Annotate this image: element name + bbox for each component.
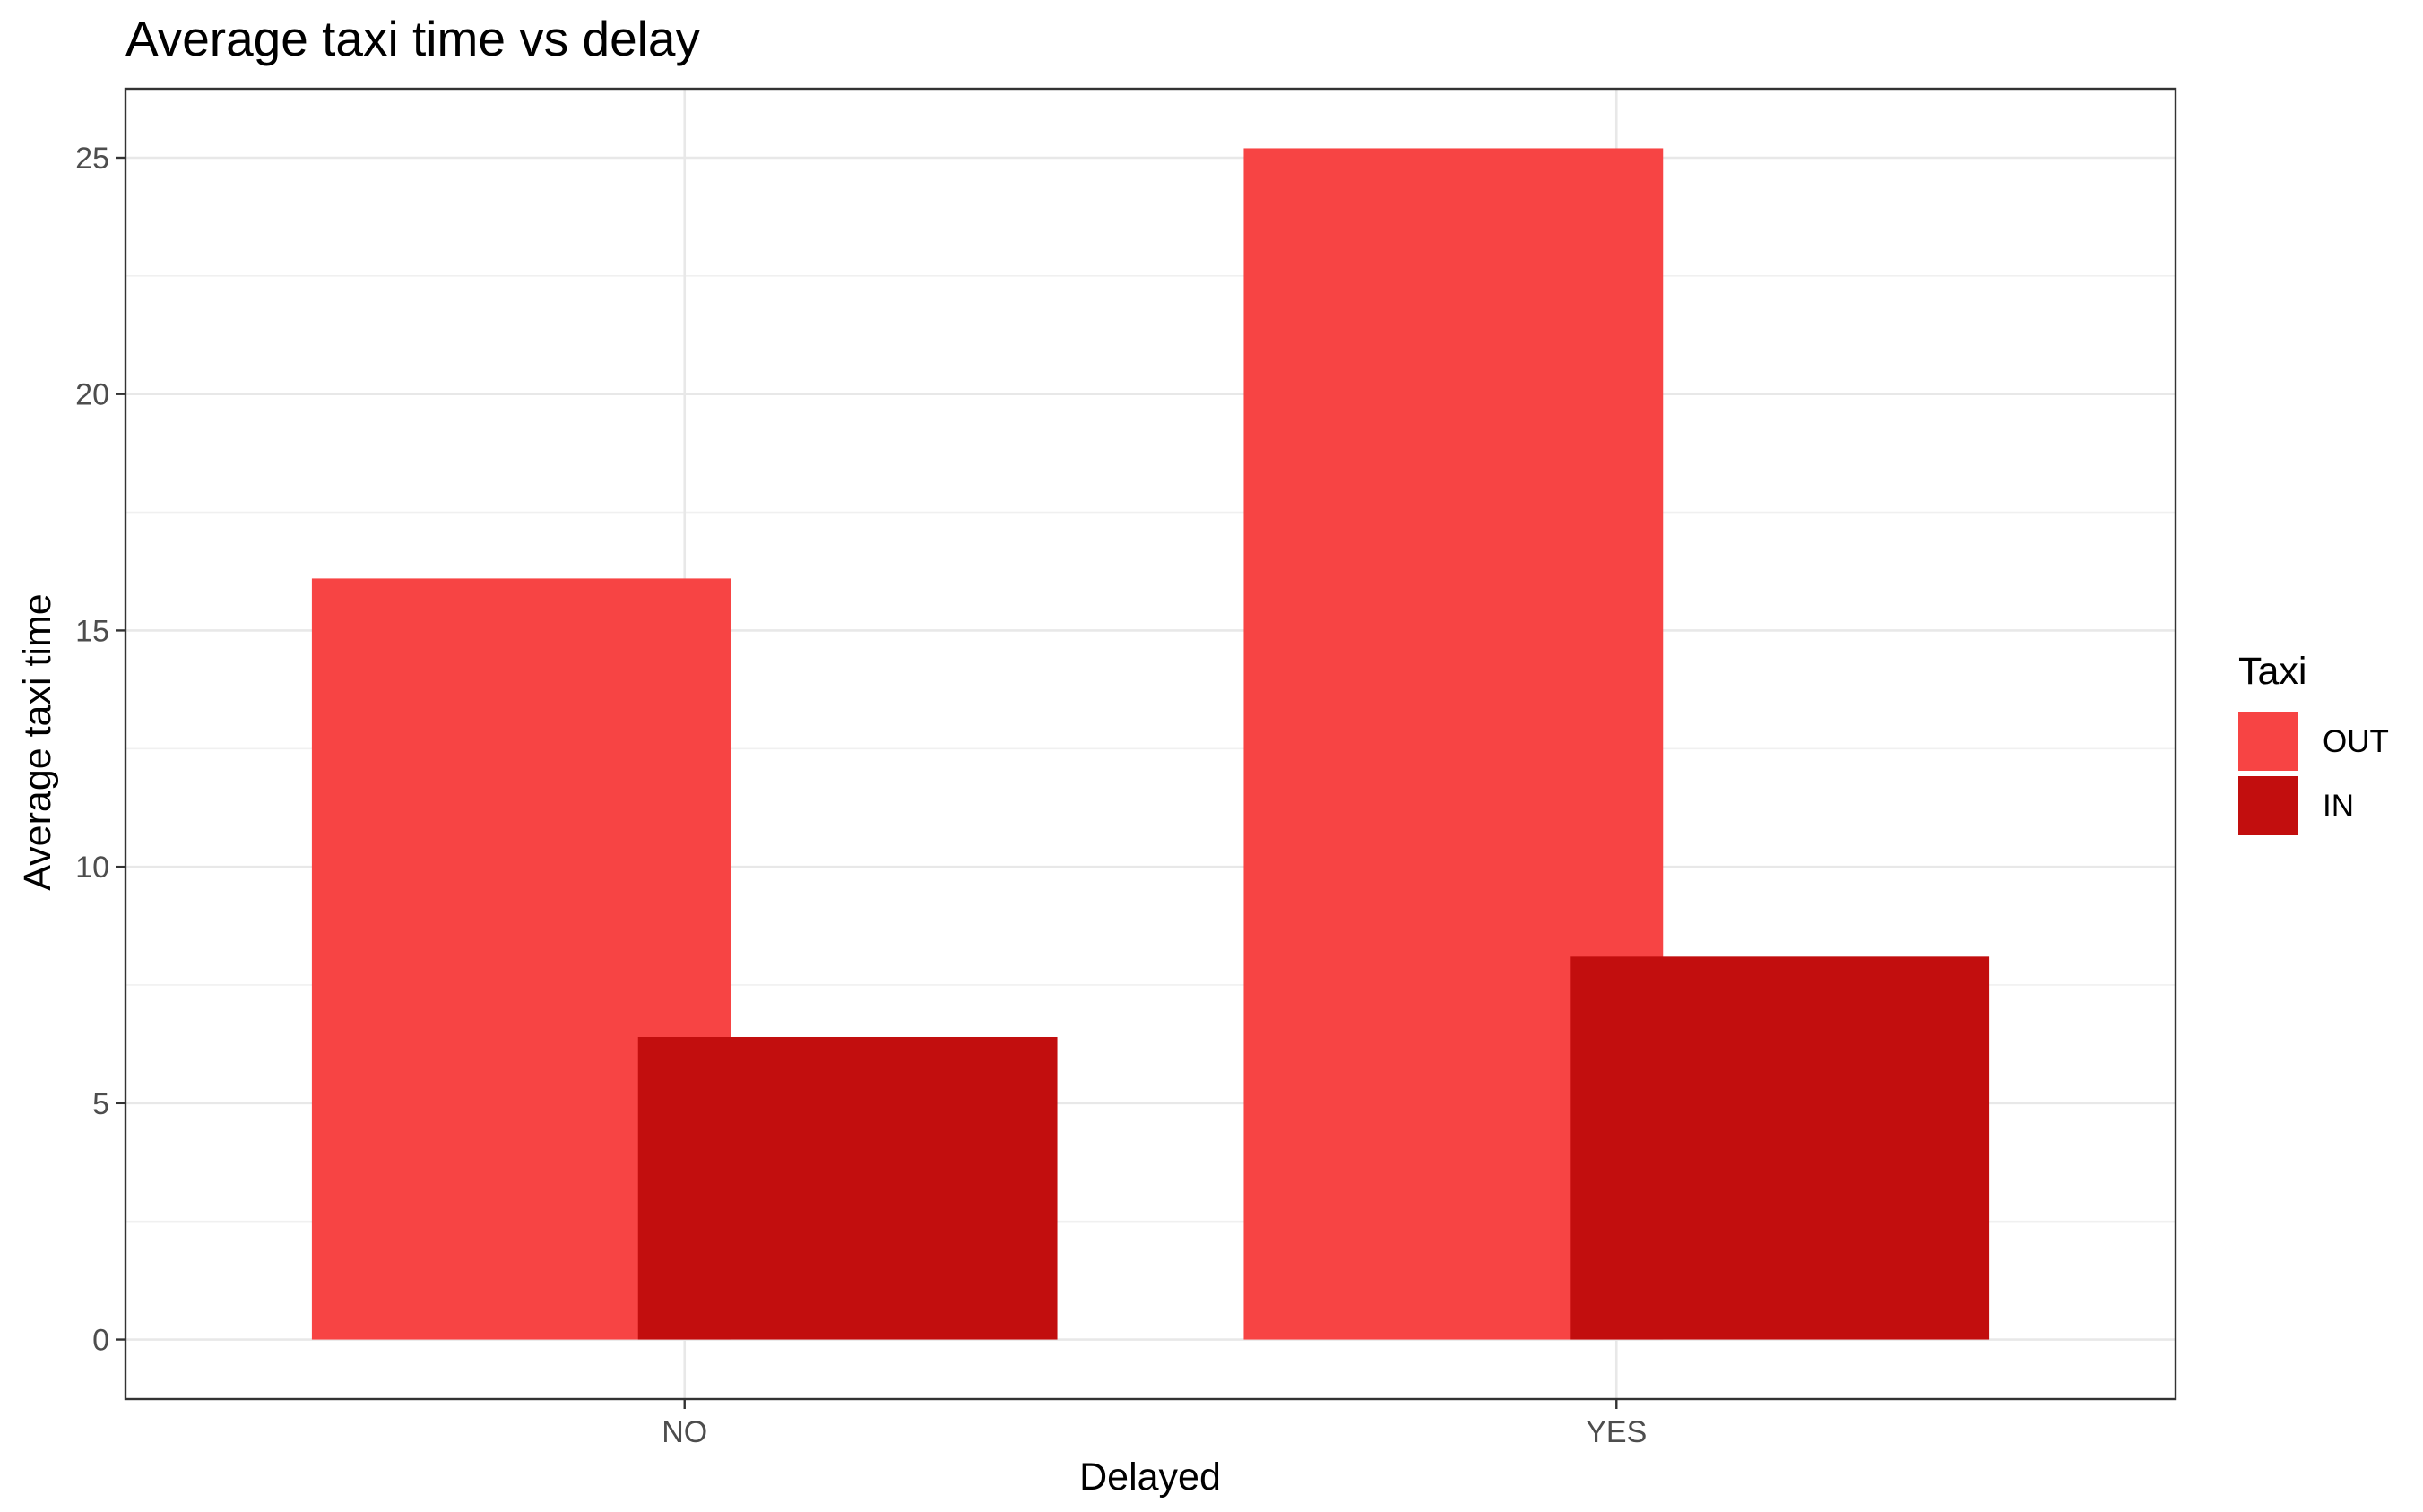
y-tick-label: 0	[92, 1324, 109, 1358]
bar-in-no	[637, 1036, 1058, 1340]
y-tick-label: 25	[75, 142, 109, 176]
x-tick-label: YES	[1586, 1415, 1647, 1449]
x-tick-label: NO	[662, 1415, 707, 1449]
x-axis: NO YES	[662, 1399, 1647, 1449]
legend-label-out: OUT	[2323, 724, 2389, 759]
legend-key-in	[2238, 776, 2298, 835]
y-tick-label: 10	[75, 851, 109, 885]
bar-in-yes	[1570, 956, 1990, 1340]
legend-key-out	[2238, 712, 2298, 771]
x-axis-title: Delayed	[1079, 1456, 1221, 1499]
legend-label-in: IN	[2323, 789, 2354, 824]
legend: Taxi OUT IN	[2238, 650, 2389, 835]
legend-items: OUT IN	[2238, 712, 2389, 835]
chart-title: Average taxi time vs delay	[125, 11, 700, 66]
y-tick-label: 15	[75, 614, 109, 648]
legend-title: Taxi	[2238, 650, 2306, 693]
y-tick-label: 5	[92, 1087, 109, 1121]
y-axis-title: Average taxi time	[16, 593, 59, 890]
y-axis: 0 5 10 15 20 25	[75, 142, 125, 1358]
bars	[311, 148, 1990, 1340]
panel-border	[124, 87, 2177, 1401]
y-tick-label: 20	[75, 378, 109, 412]
